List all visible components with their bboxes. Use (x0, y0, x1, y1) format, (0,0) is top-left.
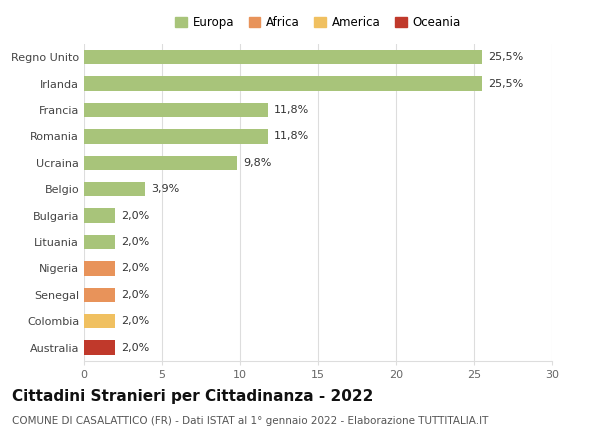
Bar (84, 314, 115, 328)
Text: 2,0%: 2,0% (121, 264, 149, 273)
Legend: Europa, Africa, America, Oceania: Europa, Africa, America, Oceania (173, 14, 463, 32)
Text: 25,5%: 25,5% (488, 52, 523, 62)
Text: 2,0%: 2,0% (121, 290, 149, 300)
Bar (84, 103, 268, 117)
Bar (84, 261, 115, 275)
Bar (84, 341, 115, 355)
Bar (84, 50, 482, 65)
Text: COMUNE DI CASALATTICO (FR) - Dati ISTAT al 1° gennaio 2022 - Elaborazione TUTTIT: COMUNE DI CASALATTICO (FR) - Dati ISTAT … (12, 416, 488, 426)
Text: 3,9%: 3,9% (151, 184, 179, 194)
Bar (84, 288, 115, 302)
Bar (84, 129, 268, 144)
Text: 9,8%: 9,8% (243, 158, 271, 168)
Text: 11,8%: 11,8% (274, 132, 310, 141)
Text: Cittadini Stranieri per Cittadinanza - 2022: Cittadini Stranieri per Cittadinanza - 2… (12, 389, 373, 404)
Bar (84, 182, 145, 196)
Bar (84, 156, 237, 170)
Bar (84, 77, 482, 91)
Text: 2,0%: 2,0% (121, 211, 149, 220)
Text: 2,0%: 2,0% (121, 237, 149, 247)
Text: 2,0%: 2,0% (121, 316, 149, 326)
Bar (84, 235, 115, 249)
Text: 2,0%: 2,0% (121, 343, 149, 352)
Text: 25,5%: 25,5% (488, 79, 523, 88)
Bar (84, 209, 115, 223)
Text: 11,8%: 11,8% (274, 105, 310, 115)
